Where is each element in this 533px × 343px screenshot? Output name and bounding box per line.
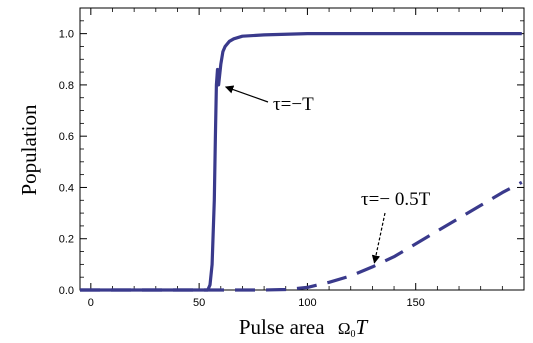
annotation-arrow-2	[371, 212, 386, 264]
y-tick-label: 0.2	[59, 234, 74, 246]
annotation-tau-minus-t: τ=−T	[273, 94, 314, 115]
plot-border	[79, 7, 525, 291]
x-axis-title-subscript: 0	[350, 329, 355, 340]
x-tick-label: 150	[407, 297, 425, 309]
x-axis-title-symbol: Ω	[338, 319, 351, 338]
y-tick-label: 0.4	[59, 182, 74, 194]
y-tick-label: 0.6	[59, 131, 74, 143]
y-tick-label: 1.0	[59, 29, 74, 41]
x-tick-label: 50	[193, 297, 205, 309]
annotation-tau-minus-half-t: τ=− 0.5T	[361, 189, 431, 210]
plot-frame	[79, 7, 525, 291]
annotation-arrow-1	[224, 85, 269, 103]
series-line-1	[80, 32, 522, 292]
x-tick-label: 100	[298, 297, 316, 309]
y-axis-title: Population	[17, 104, 41, 196]
x-axis-title: Pulse area Ω0T	[239, 315, 369, 340]
series-group	[80, 32, 523, 292]
x-axis-title-symbol-tail: T	[355, 315, 368, 339]
series-line-2	[80, 180, 523, 292]
x-tick-label: 0	[88, 297, 94, 309]
axis-ticks: 0.0 0.2 0.4 0.6 0.8 1.0 0 50 100 150	[59, 8, 524, 309]
x-axis-title-text: Pulse area	[239, 315, 325, 339]
annotations-group: τ=−T τ=− 0.5T	[224, 85, 431, 264]
y-tick-label: 0.8	[59, 80, 74, 92]
y-tick-label: 0.0	[59, 285, 74, 297]
